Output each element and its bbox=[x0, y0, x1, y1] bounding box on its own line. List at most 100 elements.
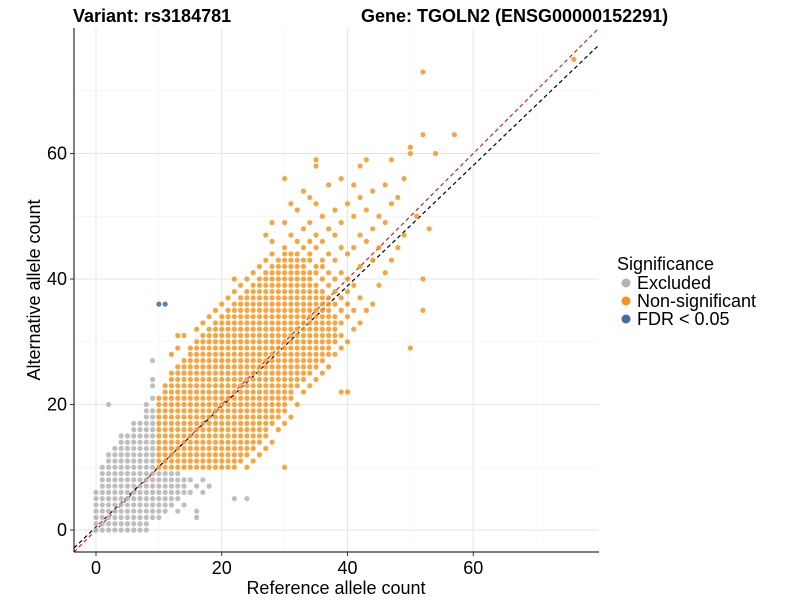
data-point-non-significant bbox=[319, 307, 325, 313]
data-point-non-significant bbox=[275, 288, 281, 295]
data-point-non-significant bbox=[294, 251, 300, 257]
data-point-non-significant bbox=[282, 176, 288, 182]
data-point-non-significant bbox=[225, 458, 231, 464]
data-point-non-significant bbox=[225, 370, 231, 376]
data-point-non-significant bbox=[426, 226, 432, 232]
data-point-excluded bbox=[99, 521, 105, 527]
data-point-excluded bbox=[149, 376, 156, 383]
data-point-non-significant bbox=[319, 345, 325, 351]
data-point-excluded bbox=[137, 433, 143, 439]
data-point-non-significant bbox=[219, 383, 225, 389]
data-point-non-significant bbox=[300, 389, 307, 395]
data-point-non-significant bbox=[231, 276, 237, 282]
data-point-non-significant bbox=[307, 251, 313, 257]
data-point-non-significant bbox=[294, 295, 300, 301]
data-point-non-significant bbox=[200, 408, 206, 414]
data-point-non-significant bbox=[168, 458, 175, 464]
data-point-non-significant bbox=[363, 207, 369, 213]
data-point-non-significant bbox=[225, 427, 231, 433]
data-point-non-significant bbox=[288, 295, 294, 301]
data-point-non-significant bbox=[338, 295, 344, 301]
data-point-non-significant bbox=[294, 276, 300, 282]
data-point-non-significant bbox=[282, 395, 288, 401]
data-point-non-significant bbox=[263, 301, 269, 307]
data-point-non-significant bbox=[244, 301, 250, 307]
data-point-excluded bbox=[93, 527, 99, 533]
data-point-non-significant bbox=[162, 439, 168, 445]
data-point-non-significant bbox=[326, 182, 332, 188]
data-point-non-significant bbox=[288, 332, 294, 339]
data-point-non-significant bbox=[238, 389, 244, 395]
data-point-non-significant bbox=[250, 414, 256, 420]
data-point-non-significant bbox=[244, 408, 250, 414]
data-point-non-significant bbox=[282, 357, 288, 364]
data-point-non-significant bbox=[256, 307, 263, 313]
data-point-non-significant bbox=[263, 232, 269, 238]
data-point-non-significant bbox=[256, 364, 263, 370]
data-point-non-significant bbox=[219, 320, 225, 326]
data-point-non-significant bbox=[194, 427, 200, 433]
data-point-non-significant bbox=[344, 288, 351, 295]
data-point-non-significant bbox=[269, 401, 275, 408]
data-point-excluded bbox=[162, 489, 168, 495]
data-point-excluded bbox=[149, 414, 156, 420]
data-point-non-significant bbox=[275, 383, 281, 389]
data-point-non-significant bbox=[256, 295, 263, 301]
data-point-excluded bbox=[118, 508, 124, 514]
data-point-excluded bbox=[131, 433, 137, 439]
data-point-non-significant bbox=[275, 276, 281, 282]
data-point-excluded bbox=[131, 508, 137, 514]
data-point-non-significant bbox=[219, 427, 225, 433]
data-point-non-significant bbox=[382, 219, 388, 226]
data-point-non-significant bbox=[326, 351, 332, 357]
data-point-non-significant bbox=[250, 427, 256, 433]
data-point-non-significant bbox=[275, 345, 281, 351]
data-point-non-significant bbox=[250, 326, 256, 332]
data-point-non-significant bbox=[181, 389, 187, 395]
data-point-non-significant bbox=[238, 357, 244, 364]
data-point-non-significant bbox=[388, 257, 395, 263]
data-point-non-significant bbox=[313, 163, 319, 169]
data-point-non-significant bbox=[244, 314, 250, 320]
data-point-non-significant bbox=[326, 307, 332, 313]
data-point-non-significant bbox=[326, 364, 332, 370]
data-point-excluded bbox=[131, 464, 137, 470]
data-point-non-significant bbox=[181, 408, 187, 414]
data-point-non-significant bbox=[181, 464, 187, 470]
data-point-non-significant bbox=[187, 445, 193, 452]
data-point-non-significant bbox=[275, 389, 281, 395]
data-point-excluded bbox=[112, 527, 118, 533]
data-point-non-significant bbox=[231, 427, 237, 433]
data-point-non-significant bbox=[300, 295, 307, 301]
data-point-non-significant bbox=[162, 464, 168, 470]
data-point-non-significant bbox=[194, 464, 200, 470]
data-point-excluded bbox=[112, 464, 118, 470]
data-point-non-significant bbox=[175, 376, 181, 383]
data-point-non-significant bbox=[231, 288, 237, 295]
data-point-non-significant bbox=[168, 414, 175, 420]
data-point-excluded bbox=[131, 477, 137, 483]
data-point-non-significant bbox=[256, 301, 263, 307]
data-point-non-significant bbox=[206, 464, 212, 470]
data-point-non-significant bbox=[300, 307, 307, 313]
data-point-non-significant bbox=[244, 339, 250, 345]
data-point-non-significant bbox=[225, 295, 231, 301]
data-point-non-significant bbox=[225, 383, 231, 389]
data-point-non-significant bbox=[256, 395, 263, 401]
data-point-non-significant bbox=[307, 370, 313, 376]
data-point-non-significant bbox=[282, 345, 288, 351]
data-point-excluded bbox=[137, 427, 143, 433]
data-point-non-significant bbox=[294, 357, 300, 364]
data-point-excluded bbox=[131, 496, 137, 502]
data-point-non-significant bbox=[344, 276, 351, 282]
data-point-non-significant bbox=[168, 452, 175, 458]
data-point-non-significant bbox=[244, 357, 250, 364]
data-point-non-significant bbox=[194, 433, 200, 439]
data-point-excluded bbox=[137, 452, 143, 458]
data-point-excluded bbox=[175, 496, 181, 502]
data-point-non-significant bbox=[256, 401, 263, 408]
data-point-non-significant bbox=[162, 420, 168, 426]
data-point-non-significant bbox=[187, 351, 193, 357]
data-point-non-significant bbox=[269, 364, 275, 370]
data-point-non-significant bbox=[282, 326, 288, 332]
